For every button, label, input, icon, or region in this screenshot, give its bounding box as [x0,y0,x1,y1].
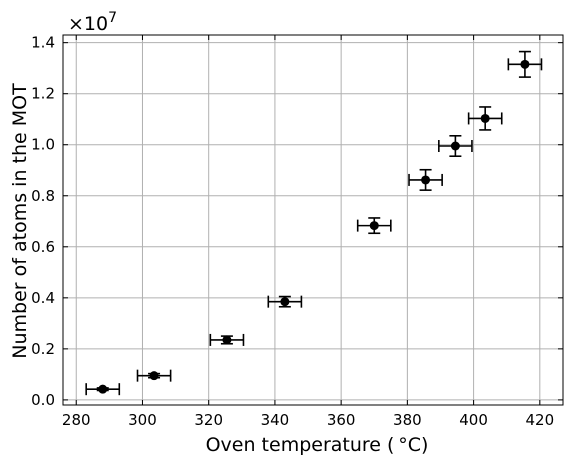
data-point [222,335,232,345]
y-tick-label: 1.2 [31,85,55,103]
data-point-group [467,106,503,131]
x-tick-label: 360 [327,411,356,429]
grid-layer [63,35,563,405]
plot-frame [62,34,564,406]
data-point-group [507,50,543,78]
y-tick-label: 0.4 [31,289,55,307]
y-tick-label: 0.0 [31,391,55,409]
data-point-group [408,168,443,191]
data-point [280,297,290,307]
x-tick-label: 380 [393,411,422,429]
y-tick-label: 1.0 [31,136,55,154]
data-point [450,141,460,151]
x-tick-label: 420 [526,411,555,429]
data-point-group [267,295,303,308]
y-offset-exponent: 7 [108,10,117,26]
x-axis-label: Oven temperature ( °C) [206,434,429,456]
y-tick-label: 0.2 [31,340,55,358]
points-layer [85,50,543,396]
y-offset-multiplier: ×10 [68,13,108,35]
data-point [98,384,108,394]
x-tick-label: 300 [128,411,157,429]
data-point [421,175,431,185]
data-point [480,113,490,123]
data-point-group [136,369,172,382]
x-tick-label: 320 [194,411,223,429]
data-point-group [356,217,392,235]
x-tick-label: 400 [459,411,488,429]
y-tick-label: 1.4 [31,34,55,52]
y-tick-label: 0.8 [31,187,55,205]
data-point [369,221,379,231]
data-point-group [438,134,473,158]
data-point [520,59,530,69]
y-axis-label: Number of atoms in the MOT [9,83,31,359]
data-point-group [209,333,245,346]
x-tick-label: 340 [261,411,290,429]
x-tick-label: 280 [62,411,91,429]
y-tick-label: 0.6 [31,238,55,256]
y-axis-offset-text: ×107 [68,10,117,35]
data-point-group [85,383,121,396]
ticks-layer: 280 300 320 340 360 380 400 420 0.0 0.2 0.4 0.6 0.8 1… [31,34,563,429]
data-point [149,371,159,381]
